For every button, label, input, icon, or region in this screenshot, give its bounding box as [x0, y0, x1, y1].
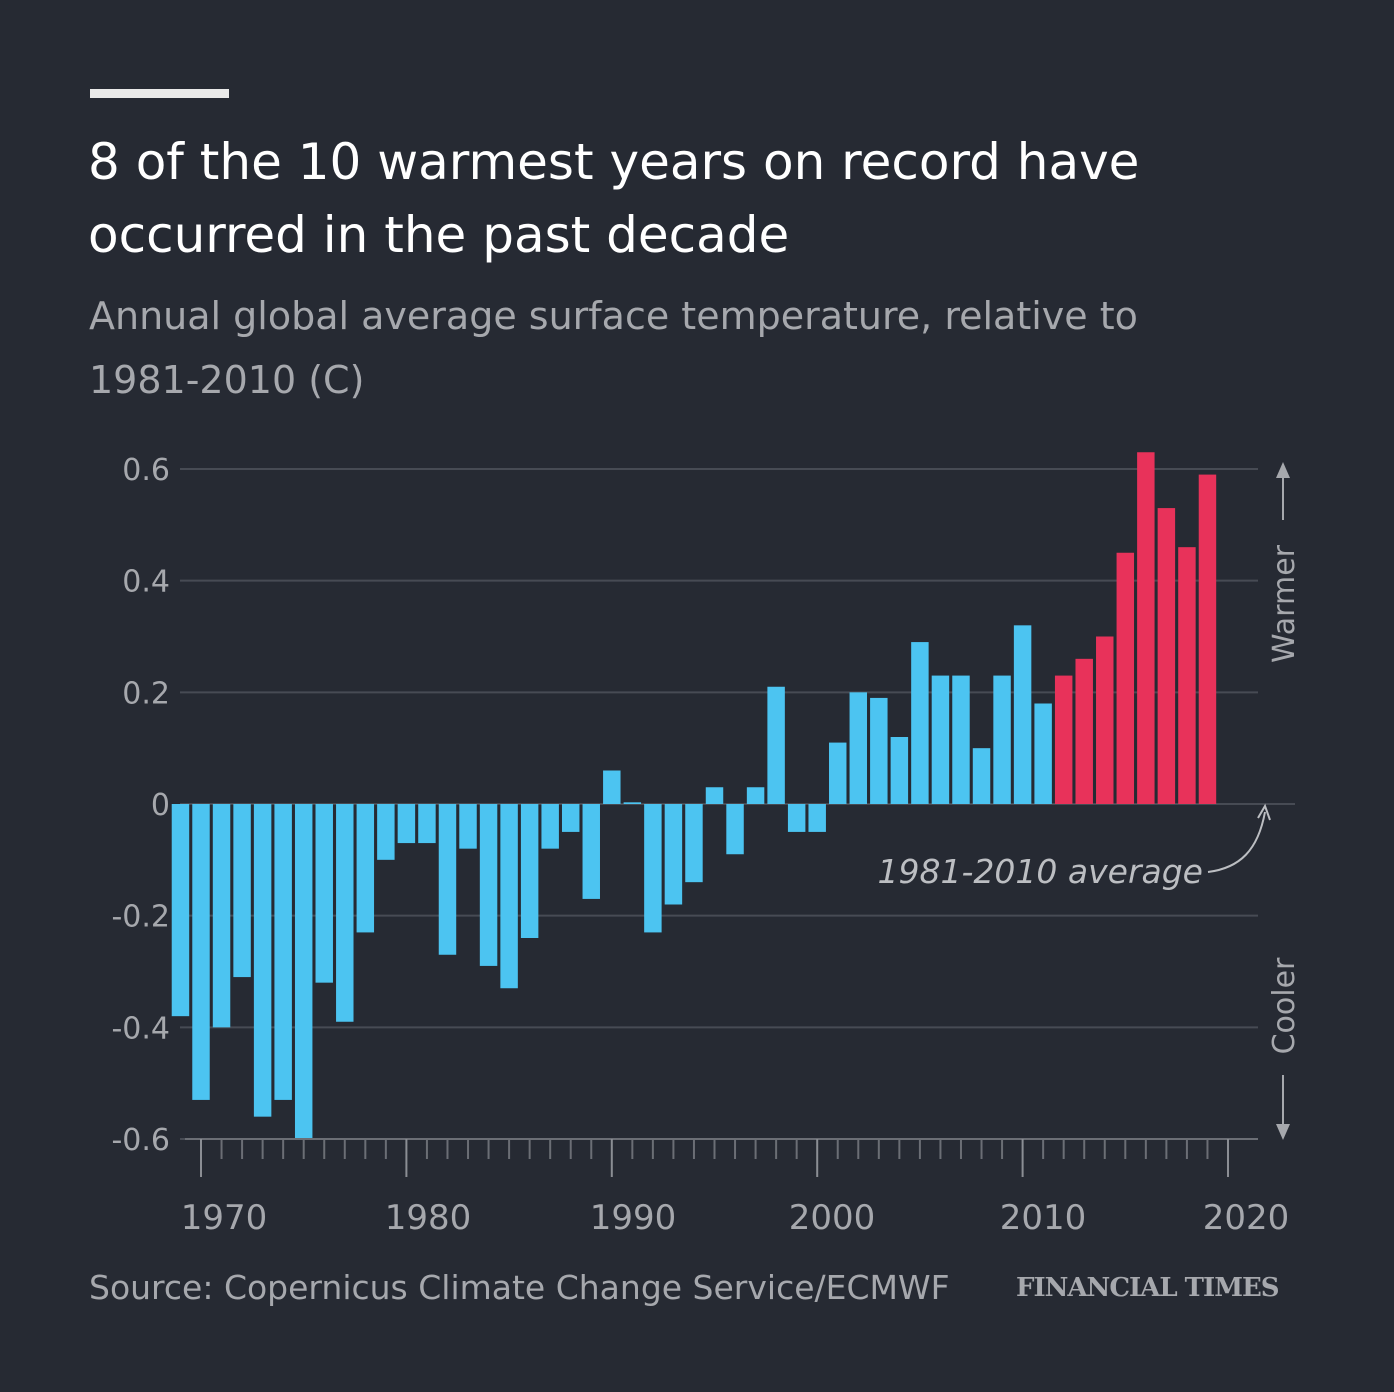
- x-tick-label: 2010: [1000, 1198, 1087, 1238]
- bar-1970: [192, 804, 210, 1100]
- bar-2014: [1096, 636, 1114, 804]
- bar-1979: [377, 804, 395, 860]
- bar-2001: [829, 742, 847, 804]
- warmer-arrow-head: [1276, 462, 1290, 478]
- bar-1987: [541, 804, 559, 849]
- bar-2005: [911, 642, 929, 804]
- cooler-arrow-head: [1276, 1124, 1290, 1140]
- bar-1989: [582, 804, 600, 899]
- bar-1990: [603, 770, 621, 804]
- bar-1984: [479, 804, 498, 966]
- bar-1998: [767, 686, 785, 804]
- bar-2015: [1116, 552, 1135, 804]
- annotations: 1981-2010 average Warmer Cooler: [878, 462, 1302, 1140]
- warmer-label: Warmer: [1267, 544, 1302, 663]
- x-tick-label: 1990: [590, 1198, 677, 1238]
- bar-1977: [336, 804, 354, 1022]
- x-axis: [185, 1138, 1258, 1177]
- bar-1997: [746, 787, 765, 804]
- x-tick-label: 1970: [181, 1198, 268, 1238]
- bar-1994: [685, 804, 703, 883]
- bar-1972: [233, 804, 251, 978]
- bar-1978: [356, 804, 375, 933]
- source-note: Source: Copernicus Climate Change Servic…: [89, 1268, 950, 1307]
- bar-2010: [1013, 625, 1032, 804]
- bar-2004: [890, 737, 909, 804]
- bar-2017: [1157, 508, 1176, 804]
- average-annotation: 1981-2010 average: [878, 852, 1203, 891]
- bar-1996: [726, 804, 744, 855]
- bar-2019: [1198, 474, 1217, 804]
- x-tick-label: 2000: [789, 1198, 876, 1238]
- bar-1983: [459, 804, 477, 849]
- bar-2002: [849, 692, 868, 804]
- bar-2007: [952, 675, 970, 804]
- y-tick-label: -0.4: [111, 1011, 170, 1046]
- bar-1974: [274, 804, 292, 1100]
- bar-1986: [520, 804, 539, 938]
- bar-1985: [500, 804, 518, 989]
- title-rule: [90, 89, 229, 98]
- bar-2003: [870, 697, 888, 804]
- bar-2006: [931, 675, 950, 804]
- bars: [171, 452, 1217, 1139]
- bar-1980: [397, 804, 416, 844]
- bar-1991: [623, 802, 642, 804]
- bar-1976: [315, 804, 333, 983]
- y-tick-label: 0.4: [122, 565, 170, 600]
- y-tick-label: -0.6: [111, 1123, 170, 1158]
- bar-2008: [972, 748, 991, 804]
- bar-2016: [1137, 452, 1155, 804]
- y-tick-label: 0: [151, 788, 170, 823]
- bar-2012: [1054, 675, 1073, 804]
- bar-2011: [1034, 703, 1052, 804]
- bar-1981: [418, 804, 436, 844]
- x-tick-label: 2020: [1203, 1198, 1290, 1238]
- bar-1982: [438, 804, 457, 955]
- bar-1993: [664, 804, 683, 905]
- chart-title: 8 of the 10 warmest years on record have…: [88, 133, 1140, 264]
- bar-1988: [561, 804, 580, 832]
- x-tick-label: 1980: [385, 1198, 472, 1238]
- ft-logo: FINANCIAL TIMES: [1016, 1273, 1280, 1303]
- cooler-label: Cooler: [1267, 957, 1302, 1054]
- bar-2009: [993, 675, 1011, 804]
- bar-1995: [705, 787, 724, 804]
- bar-1971: [212, 804, 231, 1028]
- chart-subtitle: Annual global average surface temperatur…: [89, 294, 1138, 402]
- bar-1975: [294, 804, 313, 1139]
- average-arrow: [1207, 811, 1266, 873]
- bar-2000: [808, 804, 826, 832]
- bar-1969: [171, 804, 190, 1017]
- bar-1973: [253, 804, 272, 1117]
- y-tick-label: 0.6: [122, 453, 170, 488]
- average-arrow-head: [1257, 803, 1271, 821]
- bar-1999: [787, 804, 806, 832]
- bar-1992: [644, 804, 662, 933]
- bar-2013: [1075, 658, 1093, 804]
- tick-labels: 0.6 0.4 0.2 0 -0.2 -0.4 -0.6 1970 1980 1990 2000 20…: [111, 453, 1289, 1238]
- y-tick-label: -0.2: [111, 900, 170, 935]
- bar-2018: [1178, 547, 1196, 804]
- y-tick-label: 0.2: [122, 676, 170, 711]
